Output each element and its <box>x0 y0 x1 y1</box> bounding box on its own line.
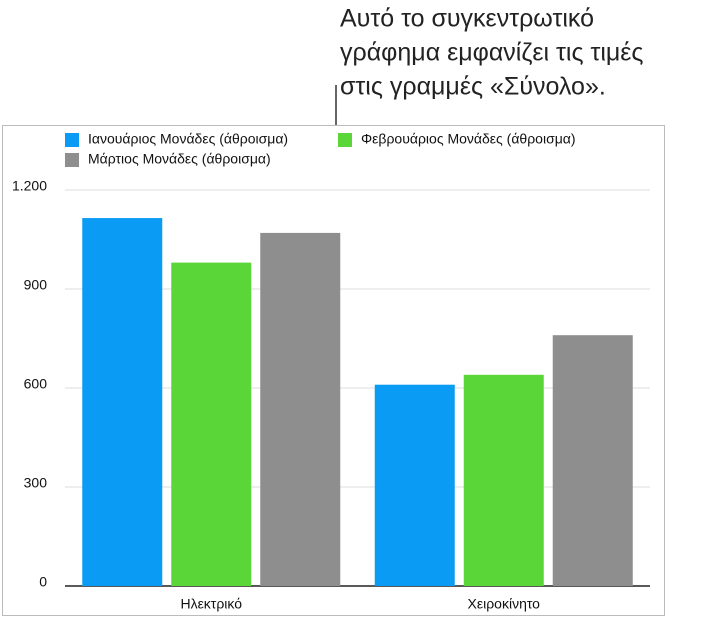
annotation: γράφημα εμφανίζει τις τιμές <box>340 39 643 67</box>
bar <box>171 262 252 586</box>
legend-swatch <box>338 133 352 147</box>
annotation: Αυτό το συγκεντρωτικό <box>340 5 594 33</box>
y-tick-label: 600 <box>24 376 48 392</box>
y-tick-label: 900 <box>24 277 48 293</box>
y-tick-label: 300 <box>24 475 48 491</box>
legend-swatch <box>65 153 79 167</box>
legend-label: Φεβρουάριος Μονάδες (άθροισμα) <box>361 131 576 147</box>
y-tick-label: 0 <box>39 574 47 590</box>
x-tick-label: Ηλεκτρικό <box>180 596 242 612</box>
x-tick-label: Χειροκίνητο <box>468 596 541 612</box>
bar <box>463 374 544 586</box>
legend-swatch <box>65 133 79 147</box>
bar <box>82 218 163 587</box>
annotation: στις γραμμές «Σύνολο». <box>340 73 606 101</box>
legend-label: Μάρτιος Μονάδες (άθροισμα) <box>88 151 271 167</box>
bar <box>374 384 455 586</box>
y-tick-label: 1.200 <box>12 178 47 194</box>
bar <box>260 232 341 586</box>
bar <box>552 335 633 586</box>
legend-label: Ιανουάριος Μονάδες (άθροισμα) <box>88 131 288 147</box>
